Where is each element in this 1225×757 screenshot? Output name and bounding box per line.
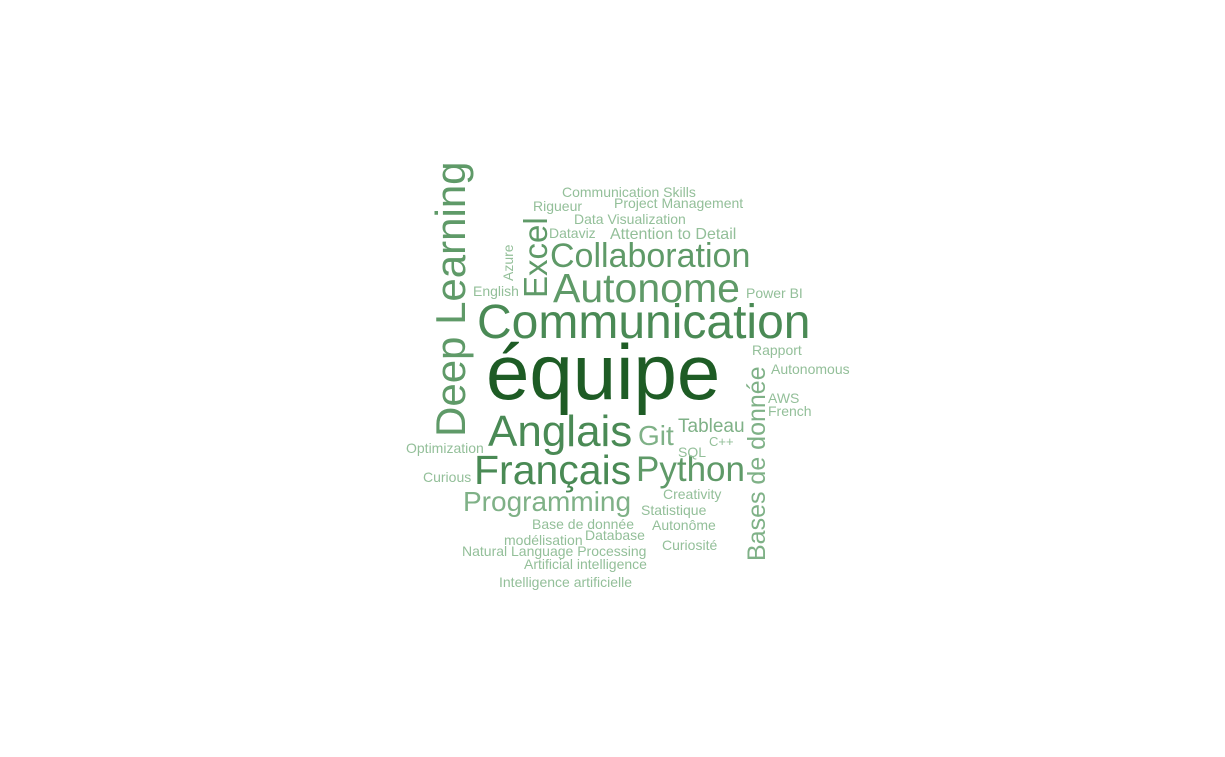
word-curiosite: Curiosité — [662, 538, 717, 552]
word-artificial-intelligence: Artificial intelligence — [524, 557, 647, 571]
word-autonome-accent: Autonôme — [652, 518, 716, 532]
word-creativity: Creativity — [663, 487, 721, 501]
word-curious: Curious — [423, 470, 471, 484]
word-intelligence-artificielle: Intelligence artificielle — [499, 575, 632, 589]
word-collaboration: Collaboration — [550, 239, 750, 273]
word-excel: Excel — [519, 217, 552, 298]
word-cpp: C++ — [709, 435, 734, 448]
word-francais: Français — [474, 450, 631, 491]
word-rapport: Rapport — [752, 343, 802, 357]
word-sql: SQL — [678, 445, 706, 459]
word-data-visualization: Data Visualization — [574, 212, 686, 226]
word-git: Git — [638, 422, 674, 450]
word-bases-de-donnee: Bases de donnée — [745, 366, 770, 561]
word-deep-learning: Deep Learning — [430, 161, 472, 437]
word-french: French — [768, 404, 812, 418]
word-statistique: Statistique — [641, 503, 706, 517]
word-attention-to-detail: Attention to Detail — [610, 227, 736, 243]
word-optimization: Optimization — [406, 441, 484, 455]
word-english: English — [473, 284, 519, 298]
word-programming: Programming — [463, 488, 631, 516]
word-project-management: Project Management — [614, 196, 743, 210]
word-autonomous: Autonomous — [771, 362, 850, 376]
word-dataviz: Dataviz — [549, 226, 596, 240]
word-azure: Azure — [501, 244, 515, 281]
word-database: Database — [585, 528, 645, 542]
word-power-bi: Power BI — [746, 286, 803, 300]
